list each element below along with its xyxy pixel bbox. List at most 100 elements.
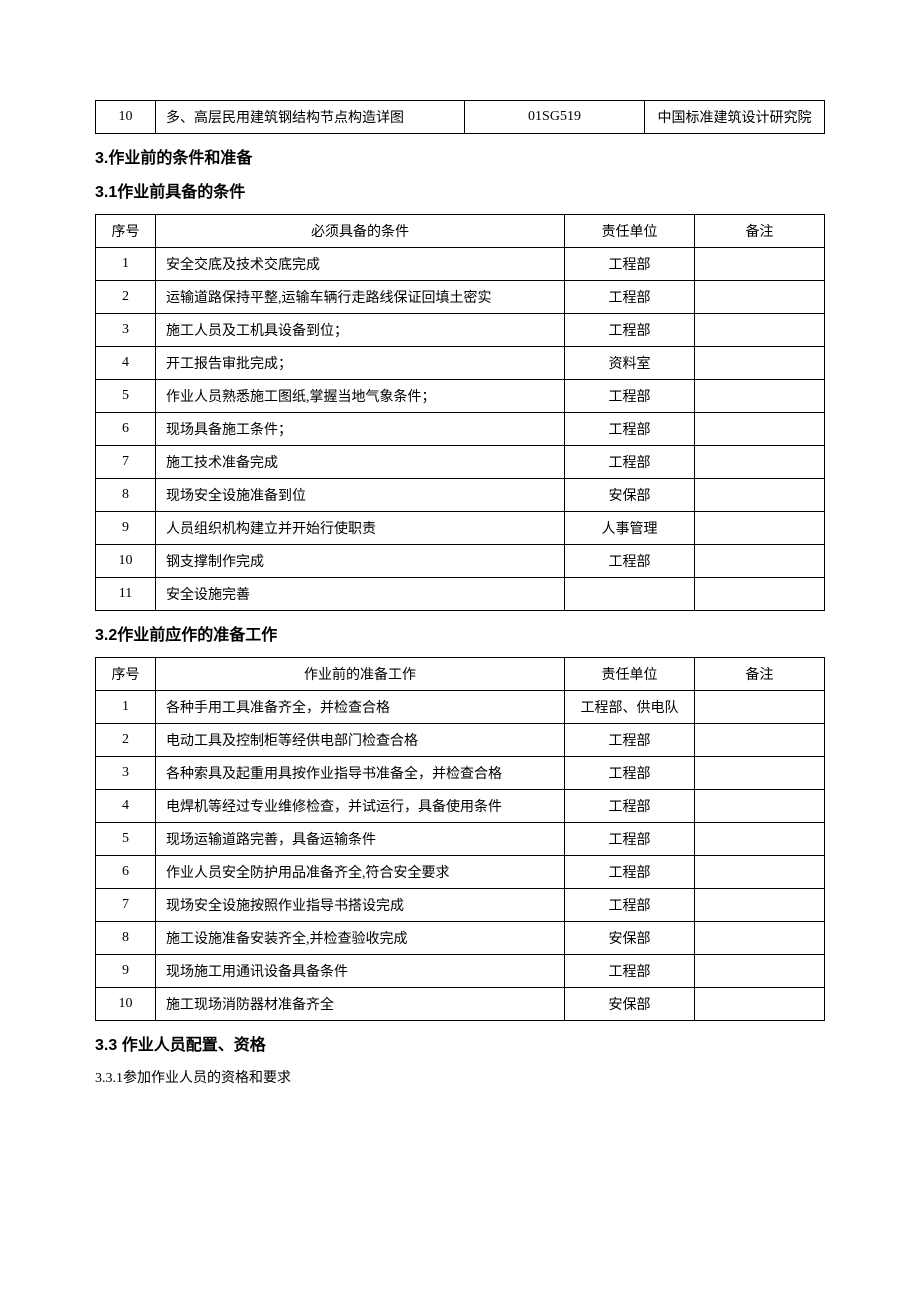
cell-seq: 3 — [96, 757, 156, 790]
cell-seq: 2 — [96, 281, 156, 314]
section-331-title: 3.3.1参加作业人员的资格和要求 — [95, 1067, 825, 1087]
cell-cond: 安全设施完善 — [156, 578, 565, 611]
cell-cond: 钢支撑制作完成 — [156, 545, 565, 578]
cell-seq: 10 — [96, 988, 156, 1021]
conditions-table: 序号 必须具备的条件 责任单位 备注 1安全交底及技术交底完成工程部2运输道路保… — [95, 214, 825, 611]
header-unit: 责任单位 — [565, 215, 695, 248]
cell-unit: 安保部 — [565, 922, 695, 955]
cell-note — [695, 545, 825, 578]
cell-cond: 施工现场消防器材准备齐全 — [156, 988, 565, 1021]
table-row: 2运输道路保持平整,运输车辆行走路线保证回填土密实工程部 — [96, 281, 825, 314]
table-row: 9现场施工用通讯设备具备条件工程部 — [96, 955, 825, 988]
cell-note — [695, 889, 825, 922]
cell-unit: 工程部 — [565, 413, 695, 446]
cell-unit: 工程部 — [565, 446, 695, 479]
cell-cond: 各种索具及起重用具按作业指导书准备全，并检查合格 — [156, 757, 565, 790]
cell-unit: 人事管理 — [565, 512, 695, 545]
cell-note — [695, 578, 825, 611]
cell-name: 多、高层民用建筑钢结构节点构造详图 — [156, 101, 465, 134]
cell-note — [695, 724, 825, 757]
cell-seq: 6 — [96, 856, 156, 889]
header-cond: 必须具备的条件 — [156, 215, 565, 248]
cell-seq: 10 — [96, 545, 156, 578]
cell-cond: 开工报告审批完成； — [156, 347, 565, 380]
cell-note — [695, 314, 825, 347]
cell-note — [695, 413, 825, 446]
cell-note — [695, 446, 825, 479]
cell-cond: 施工人员及工机具设备到位； — [156, 314, 565, 347]
table-row: 3施工人员及工机具设备到位；工程部 — [96, 314, 825, 347]
cell-cond: 运输道路保持平整,运输车辆行走路线保证回填土密实 — [156, 281, 565, 314]
cell-seq: 2 — [96, 724, 156, 757]
table-row: 8现场安全设施准备到位安保部 — [96, 479, 825, 512]
cell-unit: 工程部 — [565, 281, 695, 314]
table-row: 5现场运输道路完善，具备运输条件工程部 — [96, 823, 825, 856]
cell-note — [695, 281, 825, 314]
cell-cond: 施工设施准备安装齐全,并检查验收完成 — [156, 922, 565, 955]
section-32-title: 3.2作业前应作的准备工作 — [95, 621, 825, 645]
cell-cond: 现场施工用通讯设备具备条件 — [156, 955, 565, 988]
cell-note — [695, 988, 825, 1021]
cell-unit: 工程部、供电队 — [565, 691, 695, 724]
table-row: 8施工设施准备安装齐全,并检查验收完成安保部 — [96, 922, 825, 955]
header-seq: 序号 — [96, 658, 156, 691]
cell-note — [695, 691, 825, 724]
cell-unit: 工程部 — [565, 856, 695, 889]
cell-unit: 工程部 — [565, 314, 695, 347]
cell-unit: 安保部 — [565, 479, 695, 512]
cell-unit: 工程部 — [565, 955, 695, 988]
table-row: 11安全设施完善 — [96, 578, 825, 611]
cell-cond: 现场具备施工条件； — [156, 413, 565, 446]
section-31-title: 3.1作业前具备的条件 — [95, 178, 825, 202]
table-row: 3各种索具及起重用具按作业指导书准备全，并检查合格工程部 — [96, 757, 825, 790]
table-row: 1各种手用工具准备齐全，并检查合格工程部、供电队 — [96, 691, 825, 724]
header-seq: 序号 — [96, 215, 156, 248]
cell-seq: 1 — [96, 248, 156, 281]
cell-note — [695, 790, 825, 823]
cell-cond: 作业人员熟悉施工图纸,掌握当地气象条件； — [156, 380, 565, 413]
cell-seq: 6 — [96, 413, 156, 446]
cell-note — [695, 512, 825, 545]
table-header-row: 序号 必须具备的条件 责任单位 备注 — [96, 215, 825, 248]
header-unit: 责任单位 — [565, 658, 695, 691]
table-row: 4电焊机等经过专业维修检查，并试运行，具备使用条件工程部 — [96, 790, 825, 823]
table-header-row: 序号 作业前的准备工作 责任单位 备注 — [96, 658, 825, 691]
cell-cond: 电动工具及控制柜等经供电部门检查合格 — [156, 724, 565, 757]
cell-cond: 安全交底及技术交底完成 — [156, 248, 565, 281]
cell-unit: 工程部 — [565, 823, 695, 856]
header-note: 备注 — [695, 215, 825, 248]
cell-code: 01SG519 — [465, 101, 645, 134]
cell-note — [695, 856, 825, 889]
cell-note — [695, 757, 825, 790]
table-row: 6作业人员安全防护用品准备齐全,符合安全要求工程部 — [96, 856, 825, 889]
cell-cond: 现场安全设施按照作业指导书搭设完成 — [156, 889, 565, 922]
cell-seq: 4 — [96, 347, 156, 380]
cell-note — [695, 955, 825, 988]
cell-note — [695, 248, 825, 281]
cell-seq: 9 — [96, 955, 156, 988]
table-row: 10 多、高层民用建筑钢结构节点构造详图 01SG519 中国标准建筑设计研究院 — [96, 101, 825, 134]
cell-note — [695, 479, 825, 512]
cell-seq: 7 — [96, 889, 156, 922]
cell-unit — [565, 578, 695, 611]
table-row: 5作业人员熟悉施工图纸,掌握当地气象条件；工程部 — [96, 380, 825, 413]
cell-note — [695, 823, 825, 856]
section-33-title: 3.3 作业人员配置、资格 — [95, 1031, 825, 1055]
table-row: 1安全交底及技术交底完成工程部 — [96, 248, 825, 281]
cell-unit: 资料室 — [565, 347, 695, 380]
header-note: 备注 — [695, 658, 825, 691]
section-3-title: 3.作业前的条件和准备 — [95, 144, 825, 168]
table-row: 10施工现场消防器材准备齐全安保部 — [96, 988, 825, 1021]
cell-cond: 作业人员安全防护用品准备齐全,符合安全要求 — [156, 856, 565, 889]
cell-cond: 电焊机等经过专业维修检查，并试运行，具备使用条件 — [156, 790, 565, 823]
cell-seq: 11 — [96, 578, 156, 611]
cell-unit: 工程部 — [565, 757, 695, 790]
table-row: 6现场具备施工条件；工程部 — [96, 413, 825, 446]
preparation-table: 序号 作业前的准备工作 责任单位 备注 1各种手用工具准备齐全，并检查合格工程部… — [95, 657, 825, 1021]
cell-cond: 现场安全设施准备到位 — [156, 479, 565, 512]
cell-seq: 3 — [96, 314, 156, 347]
table-row: 4开工报告审批完成；资料室 — [96, 347, 825, 380]
cell-seq: 8 — [96, 922, 156, 955]
cell-cond: 现场运输道路完善，具备运输条件 — [156, 823, 565, 856]
cell-unit: 工程部 — [565, 545, 695, 578]
